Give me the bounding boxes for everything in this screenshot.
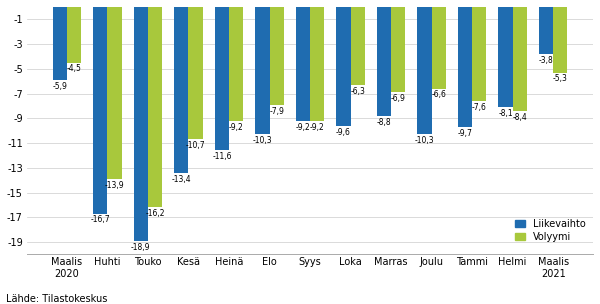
Bar xyxy=(53,7,67,80)
Text: -9,6: -9,6 xyxy=(336,128,351,136)
Legend: Liikevaihto, Volyymi: Liikevaihto, Volyymi xyxy=(512,216,588,245)
Text: -10,3: -10,3 xyxy=(415,136,434,145)
Bar xyxy=(350,7,365,85)
Bar xyxy=(431,7,446,89)
Text: -7,6: -7,6 xyxy=(472,103,487,112)
Text: -8,4: -8,4 xyxy=(512,113,527,122)
Bar xyxy=(553,7,568,73)
Text: -10,3: -10,3 xyxy=(253,136,272,145)
Text: -9,7: -9,7 xyxy=(458,129,472,138)
Text: -5,9: -5,9 xyxy=(52,82,67,91)
Text: -16,2: -16,2 xyxy=(145,209,165,218)
Text: -3,8: -3,8 xyxy=(539,56,553,65)
Text: -9,2: -9,2 xyxy=(310,123,325,132)
Text: -11,6: -11,6 xyxy=(212,152,232,161)
Bar xyxy=(107,7,122,179)
Bar xyxy=(174,7,188,173)
Bar xyxy=(296,7,310,121)
Bar xyxy=(93,7,107,214)
Bar xyxy=(256,7,269,134)
Bar xyxy=(134,7,148,241)
Text: -6,6: -6,6 xyxy=(431,91,446,99)
Text: -6,9: -6,9 xyxy=(391,94,406,103)
Bar xyxy=(539,7,553,54)
Bar xyxy=(499,7,512,107)
Text: -13,9: -13,9 xyxy=(104,181,124,190)
Text: -5,3: -5,3 xyxy=(553,74,568,83)
Text: -8,1: -8,1 xyxy=(498,109,513,118)
Bar xyxy=(472,7,486,101)
Bar xyxy=(391,7,405,92)
Bar xyxy=(215,7,229,150)
Text: -18,9: -18,9 xyxy=(131,243,151,252)
Text: -9,2: -9,2 xyxy=(296,123,310,132)
Bar xyxy=(188,7,203,139)
Text: -13,4: -13,4 xyxy=(172,174,191,184)
Bar xyxy=(148,7,162,207)
Text: -9,2: -9,2 xyxy=(229,123,244,132)
Text: -16,7: -16,7 xyxy=(91,216,110,224)
Text: Lähde: Tilastokeskus: Lähde: Tilastokeskus xyxy=(6,294,107,304)
Bar xyxy=(269,7,284,105)
Text: -6,3: -6,3 xyxy=(350,87,365,96)
Bar xyxy=(67,7,81,63)
Bar xyxy=(512,7,527,111)
Bar xyxy=(418,7,431,134)
Text: -4,5: -4,5 xyxy=(67,64,82,74)
Text: -8,8: -8,8 xyxy=(377,118,391,127)
Bar xyxy=(229,7,243,121)
Text: -10,7: -10,7 xyxy=(186,141,205,150)
Bar xyxy=(337,7,350,126)
Bar xyxy=(458,7,472,127)
Bar xyxy=(310,7,324,121)
Text: -7,9: -7,9 xyxy=(269,107,284,116)
Bar xyxy=(377,7,391,116)
